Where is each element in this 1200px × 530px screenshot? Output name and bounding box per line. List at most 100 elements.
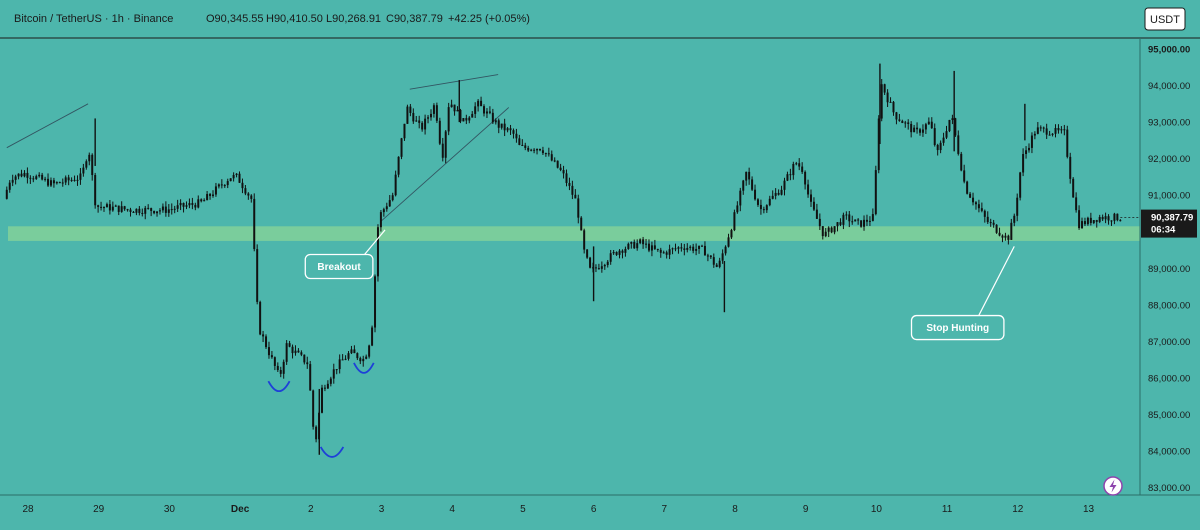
candle-body	[144, 207, 147, 214]
candle-body	[491, 112, 494, 123]
candle-body	[639, 239, 642, 244]
candle-body	[217, 184, 220, 187]
candle-body	[203, 200, 206, 202]
candle-body	[67, 177, 70, 181]
candle-body	[485, 111, 488, 114]
y-tick-label: 95,000.00	[1148, 44, 1190, 55]
candle-body	[103, 207, 106, 209]
candle-body	[577, 198, 580, 218]
candle-body	[836, 222, 839, 227]
candle-body	[921, 129, 924, 133]
candle-body	[418, 120, 421, 123]
candle-body	[1081, 221, 1084, 229]
candle-body	[453, 104, 456, 112]
candle-body	[692, 246, 695, 251]
candle-body	[636, 243, 639, 249]
candle-body	[709, 255, 712, 258]
candle-body	[1101, 216, 1104, 220]
candle-body	[97, 205, 100, 207]
candle-body	[480, 100, 483, 107]
candle-body	[810, 194, 813, 202]
candle-body	[288, 343, 291, 347]
candle-body	[126, 209, 129, 211]
candle-body	[727, 237, 730, 247]
candle-body	[645, 243, 648, 245]
candle-body	[47, 178, 50, 186]
candle-body	[945, 131, 948, 138]
candle-body	[995, 224, 998, 233]
candle-body	[600, 266, 603, 269]
candle-body	[238, 173, 241, 183]
candle-body	[447, 107, 450, 132]
trendline	[381, 107, 510, 222]
bottom-curve	[267, 380, 291, 393]
candle-body	[456, 109, 459, 112]
candle-body	[38, 174, 41, 177]
candle-body	[771, 195, 774, 199]
candle-body	[656, 248, 659, 250]
candle-body	[801, 166, 804, 172]
candle-body	[792, 163, 795, 176]
candle-body	[247, 193, 250, 196]
candle-body	[282, 361, 285, 374]
y-tick-label: 87,000.00	[1148, 337, 1190, 348]
candle-body	[483, 106, 486, 114]
candle-body	[14, 176, 17, 180]
candle-body	[868, 220, 871, 222]
candle-body	[1001, 235, 1004, 238]
candle-body	[854, 219, 857, 222]
candle-body	[910, 123, 913, 133]
candle-body	[256, 249, 259, 302]
callout-pointer	[362, 229, 386, 257]
candle-body	[244, 188, 247, 194]
candle-body	[241, 182, 244, 189]
candle-body	[527, 147, 530, 151]
candle-body	[406, 106, 409, 124]
candle-body	[465, 118, 468, 121]
candle-body	[904, 122, 907, 124]
candle-body	[1027, 147, 1030, 151]
candle-body	[497, 120, 500, 128]
y-tick-label: 88,000.00	[1148, 300, 1190, 311]
stop_hunting-label: Stop Hunting	[926, 323, 989, 334]
candle-body	[827, 227, 830, 232]
candle-body	[259, 301, 262, 335]
candle-body	[35, 176, 38, 179]
candle-body	[1051, 133, 1054, 135]
candle-body	[980, 208, 983, 211]
trendline	[6, 103, 89, 149]
candle-body	[530, 149, 533, 151]
lightning-icon[interactable]	[1103, 476, 1123, 496]
x-tick-label: 4	[449, 504, 455, 515]
candle-body	[751, 179, 754, 190]
candle-body	[421, 122, 424, 130]
candle-body	[173, 208, 176, 210]
candle-body	[821, 226, 824, 237]
candle-body	[586, 249, 589, 258]
candle-body	[153, 210, 156, 214]
candle-body	[739, 190, 742, 206]
candle-body	[924, 124, 927, 130]
candle-body	[833, 226, 836, 233]
candle-body	[185, 205, 188, 207]
x-tick-label: 11	[942, 504, 953, 515]
candle-body	[32, 178, 35, 180]
candle-body	[689, 246, 692, 248]
candle-body	[362, 358, 365, 362]
candle-body	[267, 347, 270, 356]
candle-body	[742, 180, 745, 191]
candle-body	[568, 182, 571, 186]
candle-body	[547, 153, 550, 155]
candle-body	[291, 346, 294, 354]
candle-body	[1054, 128, 1057, 134]
candle-body	[1075, 197, 1078, 211]
candle-body	[1010, 222, 1013, 240]
candle-body	[789, 174, 792, 176]
candle-body	[297, 350, 300, 353]
x-tick-label: 2	[308, 504, 314, 515]
currency-button[interactable]: USDT	[1144, 7, 1186, 31]
candle-body	[132, 211, 135, 213]
candle-body	[647, 243, 650, 251]
candle-body	[815, 209, 818, 219]
